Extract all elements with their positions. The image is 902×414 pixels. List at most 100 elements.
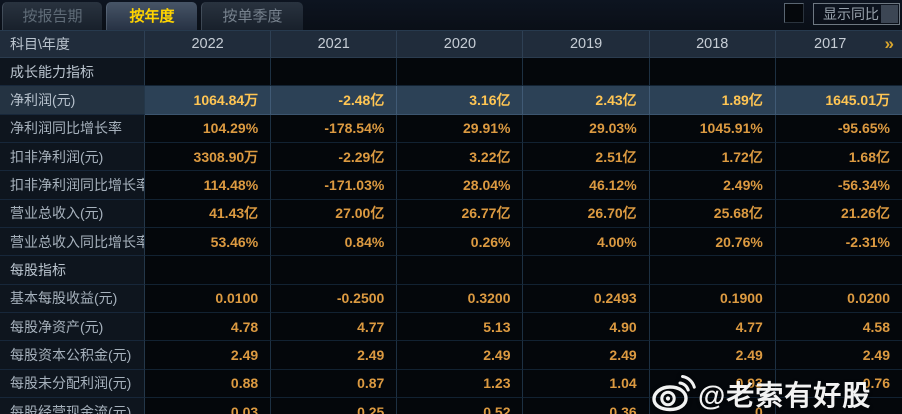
row-label: 基本每股收益(元) [0, 284, 145, 314]
value-cell: 2.49 [145, 341, 272, 370]
value-cell: 46.12% [523, 171, 650, 200]
value-cell: 2.43亿 [523, 86, 650, 115]
data-row: 净利润(元) 1064.84万 -2.48亿 3.16亿 2.43亿 1.89亿 1645.… [0, 86, 902, 115]
row-label: 每股指标 [0, 256, 145, 285]
value-cell: 0.93 [649, 369, 776, 399]
table-body: 成长能力指标 净利润(元) 1064.84万 -2.48亿 3.16亿 2.43亿 1.89… [0, 58, 902, 414]
value-cell: 1064.84万 [145, 86, 272, 115]
value-cell: 0.2493 [523, 284, 650, 314]
data-row: 扣非净利润同比增长率 114.48% -171.03% 28.04% 46.12% 2.4… [0, 171, 902, 200]
value-cell [649, 256, 776, 285]
value-cell: 1.68亿 [775, 143, 902, 172]
year-header-2017: 2017 » [775, 31, 902, 58]
data-row: 每股资本公积金(元) 2.49 2.49 2.49 2.49 2.49 2.49 [0, 341, 902, 370]
value-cell: 41.43亿 [145, 199, 272, 229]
value-cell: -171.03% [271, 171, 398, 200]
value-cell: 2.49 [775, 341, 902, 370]
value-cell: -2.29亿 [271, 143, 398, 172]
financial-table: 科目\年度 2022 2021 2020 2019 2018 2017 » 成长能力指标 净利… [0, 30, 902, 414]
value-cell: 3.16亿 [397, 86, 524, 115]
value-cell: 1045.91% [649, 114, 776, 144]
year-header-2019: 2019 [523, 31, 650, 58]
show-yoy-button[interactable]: 显示同比 [813, 3, 900, 25]
row-label: 每股未分配利润(元) [0, 369, 145, 399]
value-cell [271, 58, 398, 87]
value-cell: 4.77 [271, 313, 398, 342]
tab-by-report-period[interactable]: 按报告期 [2, 2, 102, 30]
value-cell: -56.34% [775, 171, 902, 200]
value-cell: 0.52 [397, 398, 524, 414]
value-cell: -0.2500 [271, 284, 398, 314]
tab-by-quarter[interactable]: 按单季度 [201, 2, 303, 30]
value-cell: 29.03% [523, 114, 650, 144]
value-cell: 4.77 [649, 313, 776, 342]
value-cell [145, 58, 272, 87]
value-cell: 1645.01万 [775, 86, 902, 115]
value-cell: -178.54% [271, 114, 398, 144]
value-cell: 26.77亿 [397, 199, 524, 229]
data-row: 营业总收入同比增长率 53.46% 0.84% 0.26% 4.00% 20.76% -2.… [0, 228, 902, 257]
value-cell: 1.72亿 [649, 143, 776, 172]
value-cell: 21.26亿 [775, 199, 902, 229]
row-label: 净利润(元) [0, 86, 145, 115]
value-cell: 2.49 [397, 341, 524, 370]
data-row: 基本每股收益(元) 0.0100 -0.2500 0.3200 0.2493 0.1900… [0, 284, 902, 314]
value-cell: 2.49 [649, 341, 776, 370]
value-cell: 25.68亿 [649, 199, 776, 229]
value-cell: 0.84% [271, 228, 398, 257]
value-cell: 53.46% [145, 228, 272, 257]
value-cell: 2.51亿 [523, 143, 650, 172]
row-label: 净利润同比增长率 [0, 114, 145, 144]
value-cell: -95.65% [775, 114, 902, 144]
tab-by-year[interactable]: 按年度 [106, 2, 197, 30]
value-cell [145, 256, 272, 285]
value-cell [775, 58, 902, 87]
value-cell: 3.22亿 [397, 143, 524, 172]
data-row: 营业总收入(元) 41.43亿 27.00亿 26.77亿 26.70亿 25.68亿 21… [0, 199, 902, 229]
more-years-icon[interactable]: » [884, 34, 894, 53]
row-label: 扣非净利润(元) [0, 143, 145, 172]
value-cell: 4.78 [145, 313, 272, 342]
value-cell [271, 256, 398, 285]
row-label: 扣非净利润同比增长率 [0, 171, 145, 200]
value-cell: 0.87 [271, 369, 398, 399]
value-cell: 4.90 [523, 313, 650, 342]
section-row: 成长能力指标 [0, 58, 902, 87]
year-header-2022: 2022 [145, 31, 272, 58]
year-header-2020: 2020 [397, 31, 524, 58]
value-cell [523, 58, 650, 87]
value-cell: -2.31% [775, 228, 902, 257]
value-cell [775, 398, 902, 414]
year-label: 2017 [814, 36, 847, 52]
value-cell: 28.04% [397, 171, 524, 200]
value-cell: 26.70亿 [523, 199, 650, 229]
value-cell: 1.23 [397, 369, 524, 399]
section-row: 每股指标 [0, 256, 902, 285]
value-cell: 1.89亿 [649, 86, 776, 115]
value-cell: 4.58 [775, 313, 902, 342]
tab-bar: 按报告期 按年度 按单季度 显示同比 [0, 0, 902, 30]
value-cell [775, 256, 902, 285]
value-cell: 20.76% [649, 228, 776, 257]
show-yoy-checkbox[interactable] [784, 3, 804, 23]
row-label: 每股经营现金流(元) [0, 398, 145, 414]
value-cell: 0.26% [397, 228, 524, 257]
row-label: 营业总收入同比增长率 [0, 228, 145, 257]
data-row: 净利润同比增长率 104.29% -178.54% 29.91% 29.03% 1045.… [0, 114, 902, 144]
value-cell: -2.48亿 [271, 86, 398, 115]
data-row: 每股经营现金流(元) 0.03 0.25 0.52 0.36 0 [0, 398, 902, 414]
corner-header: 科目\年度 [0, 31, 145, 58]
value-cell: 0.03 [145, 398, 272, 414]
value-cell: 29.91% [397, 114, 524, 144]
value-cell [523, 256, 650, 285]
value-cell: 104.29% [145, 114, 272, 144]
row-label: 每股净资产(元) [0, 313, 145, 342]
value-cell: 2.49% [649, 171, 776, 200]
value-cell: 3308.90万 [145, 143, 272, 172]
value-cell [397, 58, 524, 87]
value-cell: 4.00% [523, 228, 650, 257]
value-cell: 0.1900 [649, 284, 776, 314]
value-cell: 0.76 [775, 369, 902, 399]
value-cell: 0.0100 [145, 284, 272, 314]
